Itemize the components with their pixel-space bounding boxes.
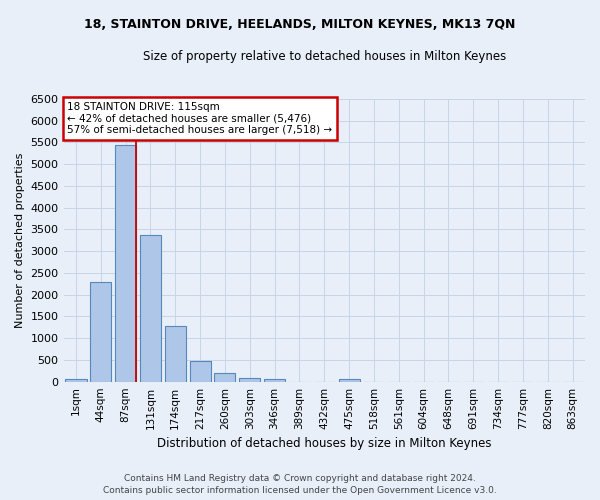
Bar bbox=[338, 379, 359, 382]
Bar bbox=[214, 373, 235, 382]
Bar bbox=[239, 378, 260, 382]
Y-axis label: Number of detached properties: Number of detached properties bbox=[15, 152, 25, 328]
Bar bbox=[140, 234, 161, 382]
Text: 18, STAINTON DRIVE, HEELANDS, MILTON KEYNES, MK13 7QN: 18, STAINTON DRIVE, HEELANDS, MILTON KEY… bbox=[85, 18, 515, 30]
Bar bbox=[90, 282, 112, 382]
Bar bbox=[264, 380, 285, 382]
Bar bbox=[65, 378, 86, 382]
Bar bbox=[190, 361, 211, 382]
Text: Contains HM Land Registry data © Crown copyright and database right 2024.
Contai: Contains HM Land Registry data © Crown c… bbox=[103, 474, 497, 495]
Bar bbox=[165, 326, 186, 382]
X-axis label: Distribution of detached houses by size in Milton Keynes: Distribution of detached houses by size … bbox=[157, 437, 491, 450]
Title: Size of property relative to detached houses in Milton Keynes: Size of property relative to detached ho… bbox=[143, 50, 506, 63]
Text: 18 STAINTON DRIVE: 115sqm
← 42% of detached houses are smaller (5,476)
57% of se: 18 STAINTON DRIVE: 115sqm ← 42% of detac… bbox=[67, 102, 332, 135]
Bar bbox=[115, 144, 136, 382]
